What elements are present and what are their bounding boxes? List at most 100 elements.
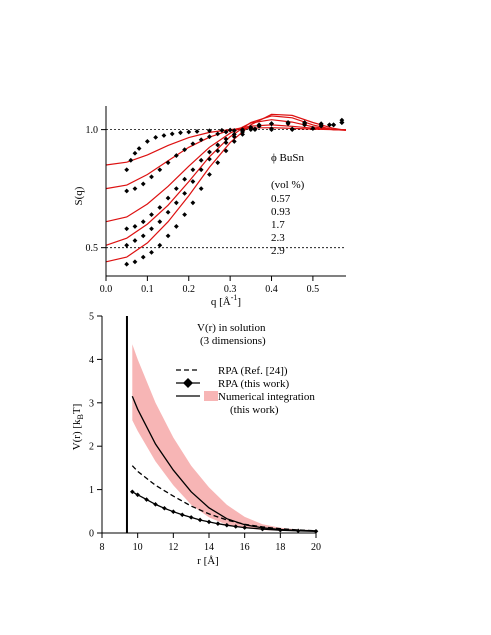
x-axis-label: r [Å] bbox=[197, 555, 219, 567]
data-point bbox=[165, 233, 171, 239]
data-point bbox=[327, 122, 332, 128]
legend-swatch-band bbox=[204, 391, 218, 401]
x-tick-label: 0.3 bbox=[224, 284, 237, 295]
numerical-integration-curve bbox=[131, 396, 317, 532]
rpa-point bbox=[260, 526, 265, 532]
data-point bbox=[223, 148, 229, 154]
data-point bbox=[231, 134, 237, 140]
y-axis-label: S(q) bbox=[73, 186, 85, 205]
rpa-point bbox=[188, 515, 194, 520]
data-point bbox=[149, 226, 154, 232]
data-point bbox=[124, 226, 130, 232]
rpa-point bbox=[197, 517, 203, 523]
y-tick-label: 5 bbox=[89, 312, 94, 323]
x-axis-label: q [Å-1] bbox=[211, 293, 241, 308]
data-point bbox=[132, 224, 138, 229]
data-point bbox=[331, 122, 336, 128]
data-point bbox=[318, 121, 324, 127]
y-tick-labels: 0 1 2 3 4 5 bbox=[89, 312, 94, 540]
legend-diamond-marker bbox=[183, 378, 193, 388]
data-point bbox=[198, 137, 204, 143]
x-tick-label: 0.1 bbox=[141, 284, 154, 295]
x-tick-label: 16 bbox=[240, 542, 250, 553]
y-tick-label: 1.0 bbox=[86, 125, 99, 136]
data-point bbox=[149, 249, 154, 255]
data-point bbox=[182, 212, 188, 218]
data-point bbox=[144, 139, 150, 144]
data-point bbox=[173, 200, 179, 206]
legend: ϕ BuSn (vol %) 0.57 0.93 1.7 2.3 2.9 bbox=[271, 152, 305, 257]
data-point bbox=[132, 259, 138, 265]
data-point bbox=[186, 129, 192, 135]
data-point bbox=[132, 186, 138, 192]
data-point bbox=[157, 167, 163, 173]
data-point bbox=[165, 160, 171, 166]
legend-entry: 1.7 bbox=[271, 219, 285, 231]
data-point bbox=[215, 142, 221, 148]
x-tick-label: 12 bbox=[168, 542, 178, 553]
legend-title: ϕ BuSn bbox=[271, 152, 304, 164]
numerical-uncertainty-band bbox=[132, 344, 316, 532]
data-point bbox=[165, 209, 171, 215]
annotation-line-2: (3 dimensions) bbox=[200, 335, 266, 347]
fit-curve bbox=[105, 113, 347, 263]
data-point bbox=[231, 128, 237, 133]
data-point bbox=[269, 121, 274, 127]
data-point bbox=[169, 131, 175, 137]
x-tick-label: 8 bbox=[100, 542, 105, 553]
data-point bbox=[248, 127, 254, 133]
data-point bbox=[223, 129, 229, 135]
data-point bbox=[252, 126, 258, 132]
data-point bbox=[207, 172, 212, 177]
fit-curve bbox=[105, 119, 347, 223]
series-lines bbox=[125, 316, 319, 534]
y-tick-label: 2 bbox=[89, 442, 94, 453]
x-tick-label: 18 bbox=[275, 542, 285, 553]
fit-curves bbox=[105, 113, 347, 263]
data-point bbox=[124, 261, 130, 267]
y-tick-labels: 0.5 1.0 bbox=[86, 125, 99, 254]
data-point bbox=[194, 129, 200, 134]
legend-entry: 2.3 bbox=[271, 232, 285, 244]
rpa-point bbox=[242, 525, 247, 530]
fit-curve bbox=[105, 115, 347, 246]
legend-entry: 2.9 bbox=[271, 245, 285, 257]
data-point bbox=[182, 147, 188, 153]
rpa-point bbox=[144, 497, 149, 502]
legend-entry: 0.57 bbox=[271, 193, 291, 205]
data-point bbox=[285, 120, 291, 125]
rpa-point bbox=[179, 512, 185, 518]
legend-entry: 0.93 bbox=[271, 206, 291, 218]
data-point bbox=[302, 120, 308, 125]
data-point bbox=[157, 219, 163, 225]
data-point bbox=[190, 200, 196, 206]
data-point bbox=[161, 133, 167, 138]
y-tick-label: 0.5 bbox=[86, 243, 99, 254]
data-point bbox=[207, 149, 212, 155]
data-point bbox=[215, 148, 221, 154]
data-point bbox=[153, 135, 159, 140]
data-point bbox=[149, 212, 154, 218]
data-point bbox=[198, 157, 204, 163]
data-point bbox=[223, 140, 229, 145]
rpa-point bbox=[153, 502, 158, 507]
x-tick-label: 10 bbox=[133, 542, 143, 553]
data-point bbox=[140, 219, 146, 225]
data-point bbox=[140, 233, 146, 239]
x-tick-label: 0.4 bbox=[265, 284, 278, 295]
data-point bbox=[289, 126, 295, 132]
legend-entry: (this work) bbox=[230, 404, 279, 416]
data-point bbox=[124, 242, 130, 248]
data-point bbox=[190, 141, 196, 147]
data-point bbox=[128, 157, 134, 163]
y-tick-label: 4 bbox=[89, 355, 94, 366]
data-point bbox=[173, 186, 179, 192]
annotation-line-1: V(r) in solution bbox=[197, 322, 266, 334]
data-point bbox=[215, 131, 221, 137]
x-tick-label: 14 bbox=[204, 542, 214, 553]
data-point bbox=[136, 146, 142, 151]
data-point bbox=[140, 254, 146, 260]
y-tick-label: 1 bbox=[89, 485, 94, 496]
legend-entry: Numerical integration bbox=[218, 391, 315, 403]
